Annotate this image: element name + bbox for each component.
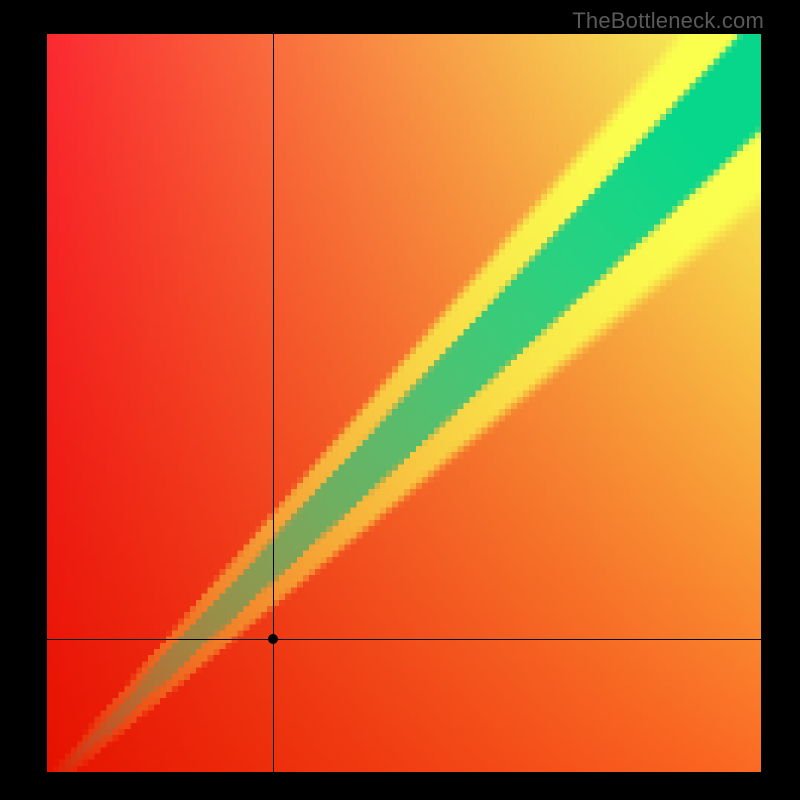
crosshair-horizontal (47, 639, 761, 640)
chart-container: TheBottleneck.com (0, 0, 800, 800)
watermark-text: TheBottleneck.com (572, 8, 764, 34)
crosshair-vertical (273, 34, 274, 772)
bottleneck-heatmap (47, 34, 761, 772)
